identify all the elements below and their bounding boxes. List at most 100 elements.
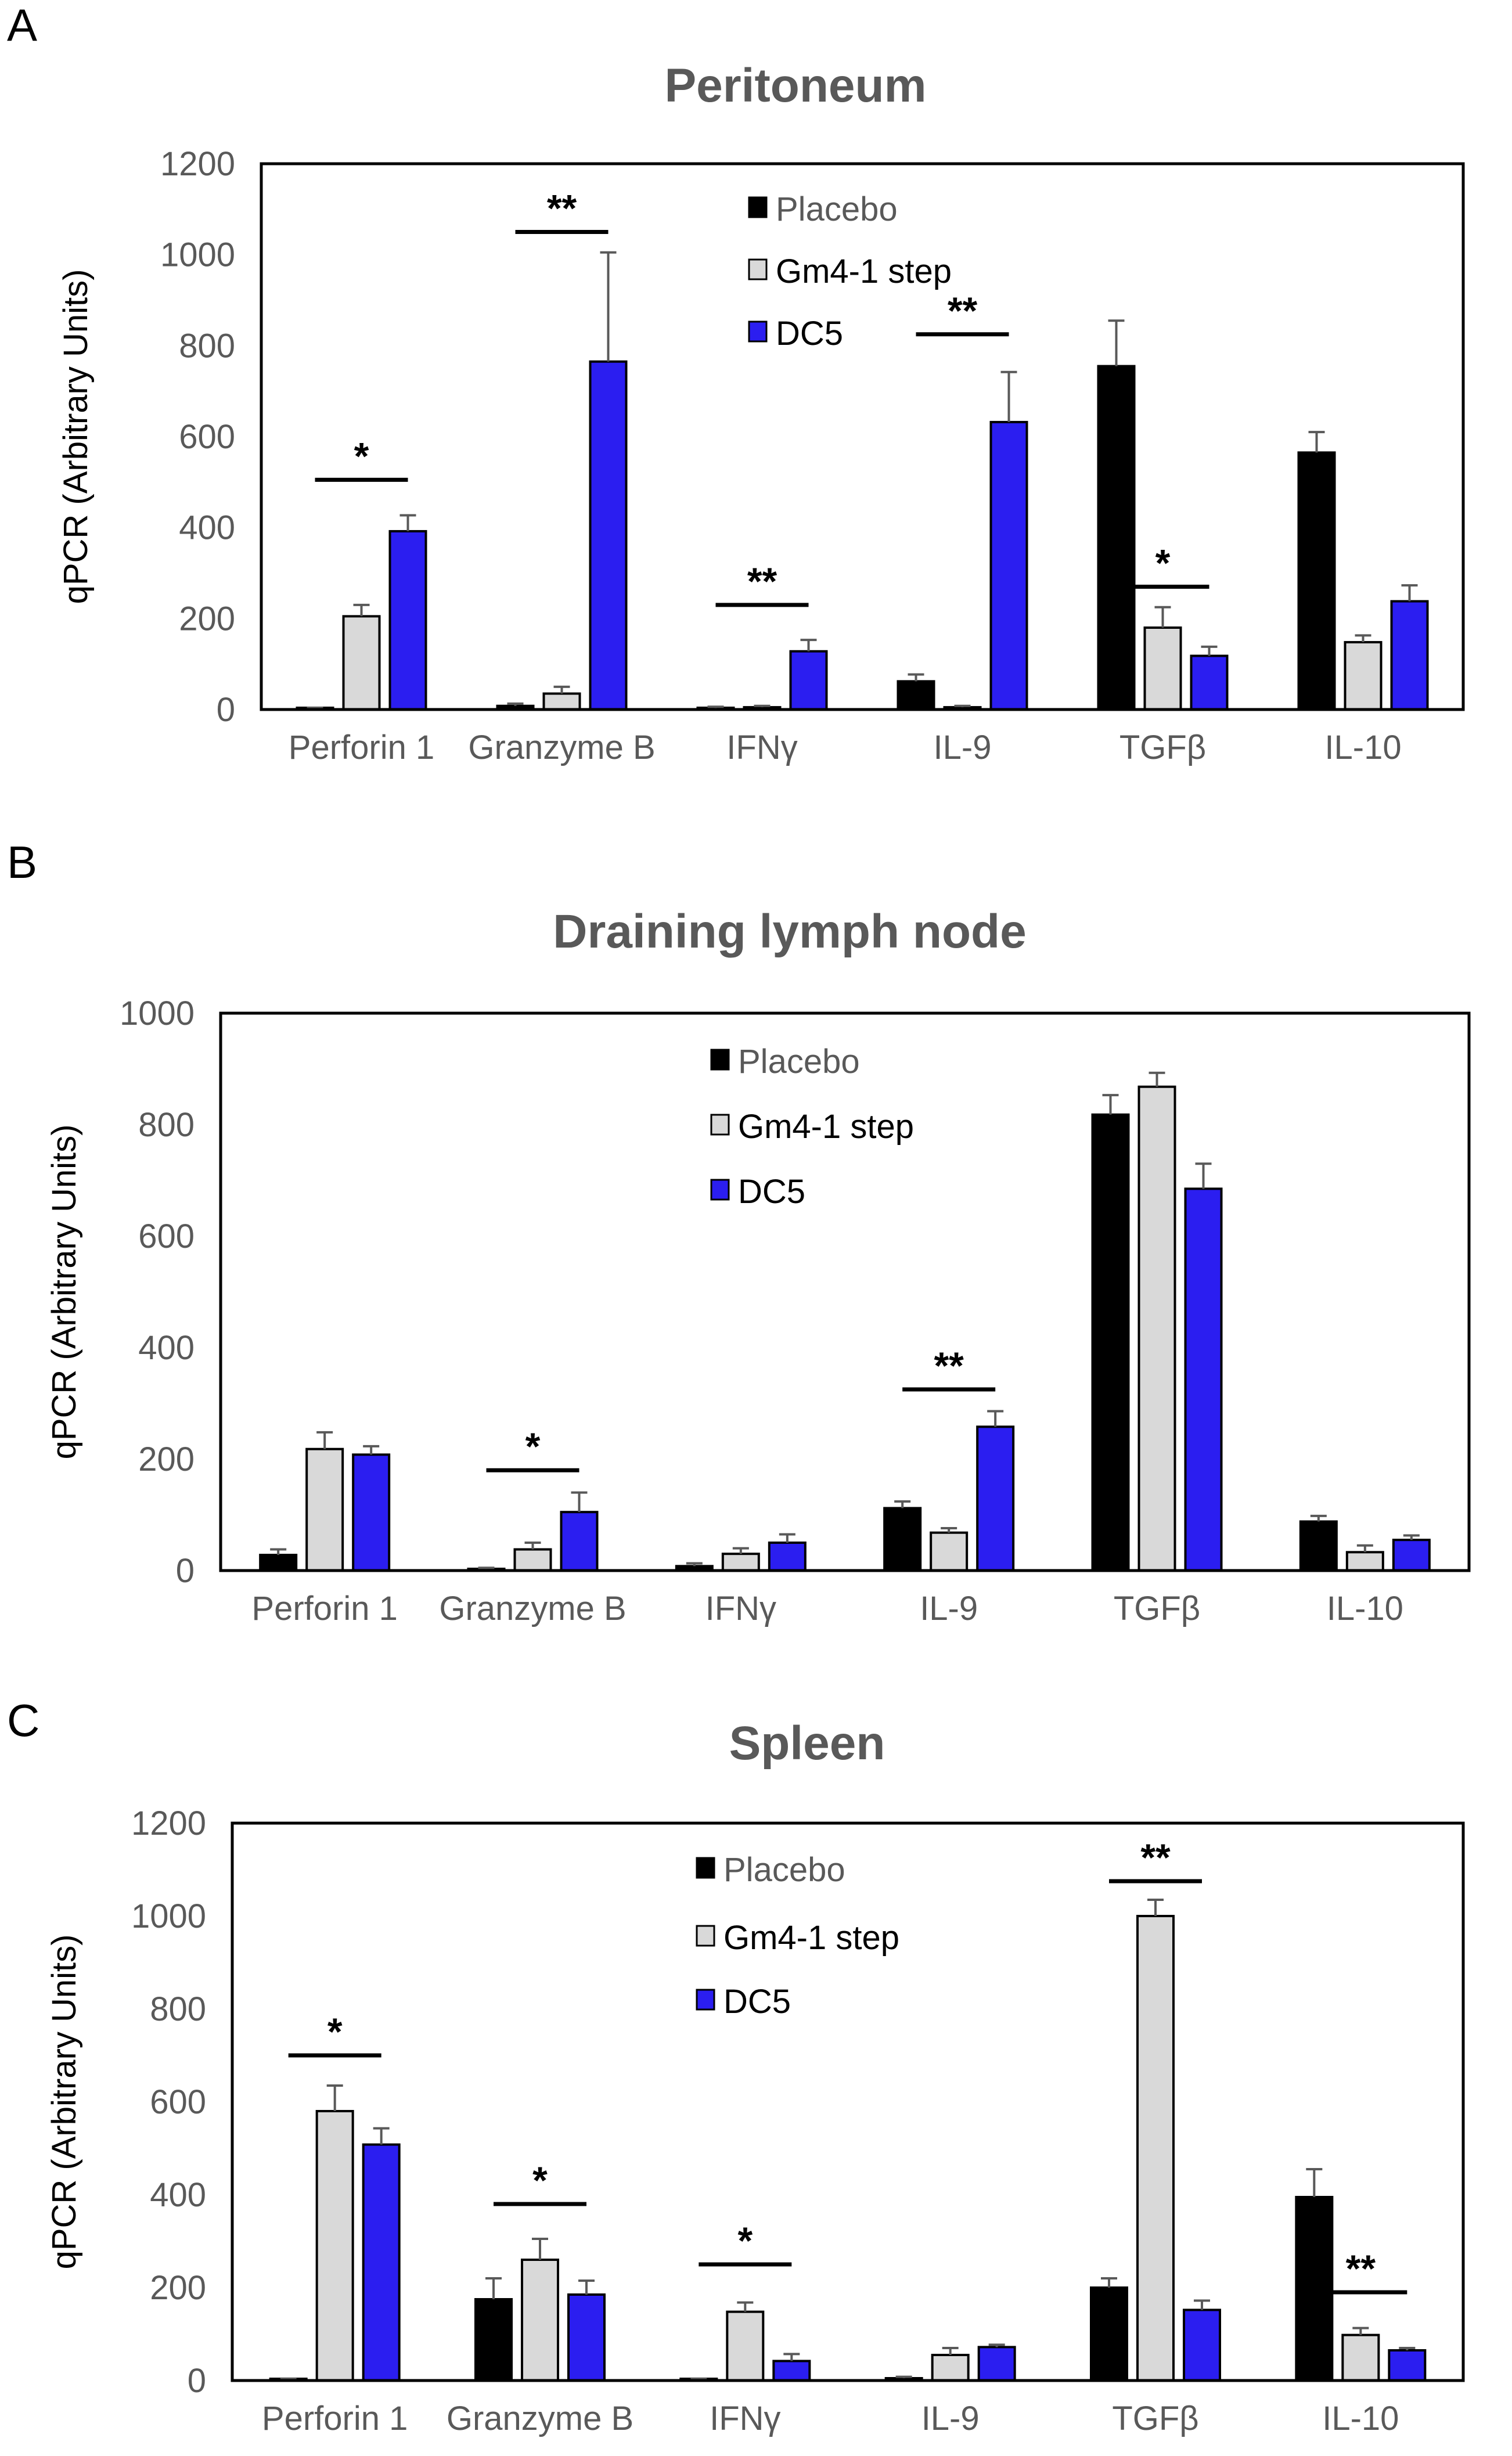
panel-c-legend-swatch-placebo — [696, 1857, 715, 1879]
panel-c-bar-placebo-il-10 — [1295, 2196, 1334, 2382]
panel-c-ylabel: qPCR (Arbitrary Units) — [45, 1935, 83, 2270]
panel-b-bar-dc5-ifn — [768, 1542, 807, 1572]
panel-b-significance-label-il-9: ** — [934, 1344, 964, 1387]
panel-a-bar-placebo-tgf — [1097, 365, 1136, 711]
panel-c-xtick-tgf: TGFβ — [1112, 2400, 1198, 2437]
panel-b-significance-label-granzyme-b: * — [525, 1425, 541, 1468]
panel-a-xtick-il-9: IL-9 — [934, 729, 992, 766]
panel-c-ytick-600: 600 — [150, 2083, 206, 2121]
panel-c-plot-frame — [231, 1821, 1465, 2382]
panel-b-bar-placebo-il-10 — [1299, 1520, 1338, 1572]
panel-c-bar-dc5-ifn — [772, 2360, 811, 2382]
panel-c-ytick-1000: 1000 — [131, 1897, 206, 1935]
panel-b-ytick-800: 800 — [138, 1106, 195, 1144]
panel-a-bar-dc5-ifn — [789, 650, 828, 711]
panel-a-title: Peritoneum — [664, 59, 926, 112]
panel-a-bar-gm4-1-step-tgf — [1143, 626, 1182, 711]
panel-a-legend-swatch-placebo — [748, 196, 768, 218]
panel-c-legend-label-dc5: DC5 — [723, 1983, 791, 2021]
panel-a-bar-dc5-perforin-1 — [388, 530, 427, 711]
panel-b-bar-dc5-tgf — [1184, 1187, 1223, 1572]
panel-a-legend-label-placebo: Placebo — [776, 190, 898, 228]
panel-a-bar-gm4-1-step-granzyme-b — [542, 692, 581, 711]
panel-b-bar-dc5-il-10 — [1392, 1539, 1431, 1572]
panel-b-legend-label-gm4-1-step: Gm4-1 step — [738, 1108, 914, 1146]
panel-a-legend-swatch-dc5 — [748, 320, 768, 343]
panel-a-bar-dc5-il-9 — [989, 420, 1028, 711]
panel-c-significance-label-perforin-1: * — [327, 2010, 343, 2053]
panel-b-bar-placebo-tgf — [1091, 1113, 1130, 1572]
panel-c-significance-label-ifn: * — [737, 2219, 753, 2262]
panel-a-bar-placebo-il-10 — [1297, 451, 1336, 711]
panel-b-ytick-400: 400 — [138, 1329, 195, 1367]
panel-b-label: B — [7, 837, 37, 888]
panel-c-ytick-1200: 1200 — [131, 1805, 206, 1842]
panel-b-ylabel: qPCR (Arbitrary Units) — [45, 1125, 83, 1460]
panel-b-legend-swatch-gm4-1-step — [710, 1114, 730, 1136]
panel-b-bar-placebo-il-9 — [883, 1507, 922, 1572]
panel-b-bar-gm4-1-step-il-9 — [930, 1531, 969, 1572]
panel-a-ytick-200: 200 — [179, 600, 235, 638]
panel-a-bar-dc5-tgf — [1190, 654, 1229, 711]
panel-c-significance-label-tgf: ** — [1140, 1836, 1171, 1879]
panel-b-xtick-perforin-1: Perforin 1 — [251, 1590, 397, 1627]
panel-a-ytick-1000: 1000 — [160, 236, 235, 274]
panel-a-plot-frame — [260, 162, 1465, 711]
panel-b-ytick-0: 0 — [176, 1552, 195, 1590]
panel-c-xtick-perforin-1: Perforin 1 — [262, 2400, 408, 2437]
panel-a-xtick-perforin-1: Perforin 1 — [289, 729, 434, 766]
panel-a-label: A — [7, 0, 37, 51]
panel-b-legend-label-dc5: DC5 — [738, 1173, 805, 1211]
panel-c-bar-gm4-1-step-il-10 — [1341, 2333, 1380, 2382]
panel-c-bar-gm4-1-step-ifn — [726, 2310, 765, 2382]
panel-a-ytick-0: 0 — [217, 691, 235, 729]
panel-a-ytick-400: 400 — [179, 509, 235, 547]
panel-a-xtick-ifn: IFNγ — [726, 729, 797, 766]
panel-b-title: Draining lymph node — [553, 905, 1026, 958]
panel-b-xtick-ifn: IFNγ — [705, 1590, 776, 1627]
panel-c-title: Spleen — [729, 1717, 885, 1770]
panel-a-bar-dc5-granzyme-b — [589, 360, 628, 711]
panel-b-legend-swatch-dc5 — [710, 1179, 730, 1201]
panel-b-ytick-200: 200 — [138, 1441, 195, 1478]
panel-c-xtick-ifn: IFNγ — [710, 2400, 780, 2437]
panel-c-bar-dc5-granzyme-b — [567, 2293, 606, 2382]
panel-c-bar-gm4-1-step-tgf — [1136, 1915, 1175, 2382]
panel-c-legend-swatch-dc5 — [696, 1989, 715, 2011]
panel-c-bar-dc5-perforin-1 — [362, 2143, 401, 2382]
panel-b-bar-dc5-perforin-1 — [352, 1453, 391, 1572]
panel-b-bar-gm4-1-step-perforin-1 — [305, 1447, 344, 1572]
panel-b-bar-gm4-1-step-tgf — [1137, 1085, 1176, 1572]
panel-b-bar-placebo-perforin-1 — [259, 1554, 298, 1572]
panel-a-legend-label-dc5: DC5 — [776, 315, 843, 352]
panel-c-bar-gm4-1-step-granzyme-b — [521, 2259, 559, 2382]
panel-a-significance-label-ifn: ** — [747, 560, 777, 603]
panel-b-xtick-il-9: IL-9 — [920, 1590, 978, 1627]
panel-c-bar-dc5-tgf — [1183, 2309, 1221, 2382]
panel-a-significance-label-il-9: ** — [948, 289, 978, 332]
panel-a-legend-swatch-gm4-1-step — [748, 258, 768, 280]
panel-b-legend-label-placebo: Placebo — [738, 1043, 860, 1081]
panel-b-xtick-il-10: IL-10 — [1327, 1590, 1403, 1627]
panel-b-bar-gm4-1-step-il-10 — [1345, 1551, 1384, 1572]
panel-a-ytick-1200: 1200 — [160, 145, 235, 183]
panel-b-plot-frame — [219, 1011, 1471, 1572]
panel-c-xtick-il-9: IL-9 — [921, 2400, 980, 2437]
panel-c-significance-label-il-10: ** — [1346, 2247, 1376, 2290]
panel-a-xtick-granzyme-b: Granzyme B — [468, 729, 655, 766]
panel-c-label: C — [7, 1695, 39, 1746]
panel-a-significance-label-granzyme-b: ** — [547, 187, 577, 230]
panel-a-bar-placebo-il-9 — [897, 680, 935, 711]
panel-b-ytick-600: 600 — [138, 1218, 195, 1255]
panel-a-xtick-il-10: IL-10 — [1324, 729, 1401, 766]
panel-c-significance-label-granzyme-b: * — [532, 2159, 548, 2202]
panel-a-significance-label-tgf: * — [1155, 542, 1171, 585]
panel-c-xtick-il-10: IL-10 — [1322, 2400, 1399, 2437]
panel-c-ytick-200: 200 — [150, 2269, 206, 2307]
panel-c-ytick-800: 800 — [150, 1990, 206, 2028]
panel-a-bar-gm4-1-step-perforin-1 — [342, 615, 381, 711]
panel-a-legend-label-gm4-1-step: Gm4-1 step — [776, 253, 952, 290]
panel-c-legend-swatch-gm4-1-step — [696, 1925, 715, 1947]
